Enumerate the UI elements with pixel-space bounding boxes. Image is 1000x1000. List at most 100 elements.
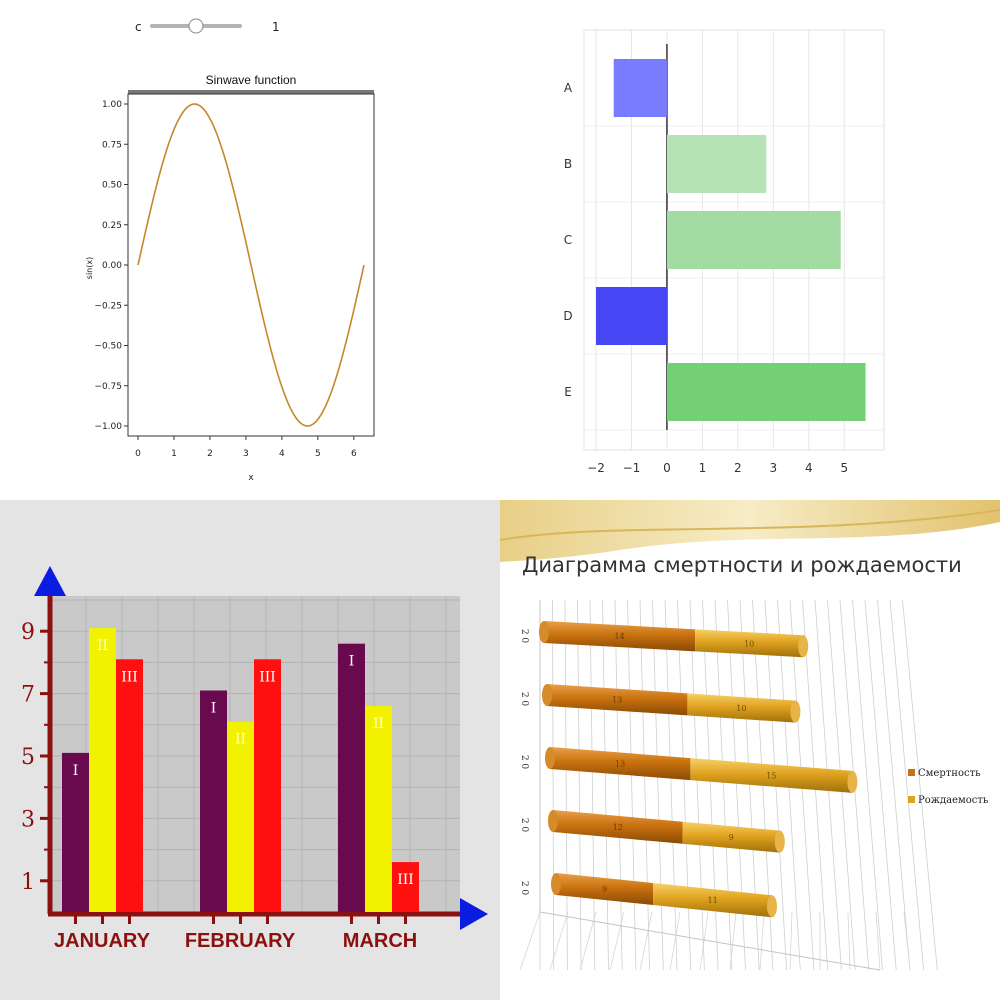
grid-line (702, 599, 719, 971)
tube-deaths (547, 684, 688, 716)
tube-cap (545, 747, 555, 769)
title-strip (128, 90, 374, 94)
floor-line (609, 911, 625, 971)
tube-cap (774, 830, 785, 853)
y-tick-label: 1 (21, 870, 35, 895)
grid-line (602, 599, 609, 971)
category-label: 2 0 (519, 629, 529, 644)
y-tick-label: −0.50 (94, 342, 122, 352)
sine-chart: c 1 Sinwave function 1.00 0.75 0.50 0.25 0.0… (85, 18, 375, 483)
hbar-chart: A B C D E −2 −1 0 1 2 3 4 5 (563, 29, 885, 475)
header-banner (500, 500, 1000, 562)
y-tick-label: 0.25 (102, 221, 122, 231)
value-label: 14 (615, 632, 625, 641)
grid-line (652, 599, 664, 971)
tube-deaths (550, 747, 691, 781)
bar-label: II (373, 716, 384, 732)
value-label: 13 (615, 760, 625, 769)
tube-deaths (556, 873, 654, 906)
x-tick-label: 2 (734, 461, 742, 475)
x-tick-label: −2 (587, 461, 605, 475)
bar-january-II (89, 628, 116, 912)
bar-B (666, 135, 767, 193)
y-tick-label: −1.00 (94, 422, 122, 432)
category-label: D (563, 309, 572, 323)
y-axis: A B C D E (563, 81, 573, 399)
category-label: C (564, 233, 572, 247)
x-tick-label: 5 (840, 461, 848, 475)
bar-label: III (397, 872, 414, 888)
grid-line (552, 599, 555, 971)
category-label: 2 0 (519, 881, 529, 896)
x-tick-label: 0 (135, 449, 141, 459)
category-label: 2 0 (519, 692, 529, 707)
grid-line (864, 599, 897, 971)
slider-knob[interactable] (188, 18, 204, 34)
tube-births (682, 821, 780, 853)
bar-E (666, 363, 866, 421)
grid-line (664, 599, 678, 971)
bars (596, 59, 866, 421)
grid-line (902, 599, 938, 971)
x-tick-label: 3 (243, 449, 249, 459)
legend-label-deaths: Смертность (918, 768, 981, 779)
tube-births (695, 629, 804, 658)
y-axis-label: sin(x) (85, 257, 94, 279)
x-tick-label: 2 (207, 449, 213, 459)
banner-swoosh (500, 509, 1000, 541)
y-tick-label: 5 (21, 745, 35, 770)
grid-line (889, 599, 924, 971)
y-tick-label: 0.75 (102, 140, 122, 150)
bar-march-II (365, 706, 392, 912)
x-axis: −2 −1 0 1 2 3 4 5 (587, 461, 848, 475)
category-label: E (564, 385, 572, 399)
value-label: 10 (736, 704, 746, 713)
floor-edge (539, 911, 881, 971)
y-tick-label: 0.50 (102, 181, 122, 191)
legend-swatch-births (908, 796, 915, 803)
tube-cap (542, 684, 552, 706)
bar-march-III (392, 862, 419, 912)
legend-label-births: Рождаемость (918, 795, 989, 806)
grid-line (714, 599, 733, 971)
x-tick-label: 4 (805, 461, 813, 475)
y-tick-label: 0.00 (102, 261, 122, 271)
chart-title: Sinwave function (206, 73, 297, 87)
legend-swatch-deaths (908, 769, 915, 776)
bar-january-I (62, 752, 89, 912)
grid-line (639, 599, 650, 971)
tube-cap (798, 635, 809, 658)
tube-cap (767, 895, 777, 918)
value-label: 15 (766, 771, 776, 780)
grid (519, 599, 938, 971)
x-tick-label: 5 (315, 449, 321, 459)
y-tick-label: 1.00 (102, 100, 122, 110)
floor-line (903, 911, 911, 971)
y-tick-label: 7 (21, 683, 35, 708)
tube-cap (539, 621, 549, 643)
slider-value: 1 (272, 20, 280, 34)
bar-label: II (235, 732, 246, 748)
bar-label: III (259, 669, 276, 685)
tube-births (690, 758, 853, 793)
tube-deaths (553, 810, 683, 844)
hbar-chart-panel: A B C D E −2 −1 0 1 2 3 4 5 (500, 0, 1000, 500)
x-axis-label: x (248, 473, 254, 483)
floor-line (875, 911, 881, 971)
y-axis-arrow-icon (34, 566, 66, 596)
category-label: A (564, 81, 573, 95)
bar-D (596, 287, 667, 345)
y-tick-label: −0.25 (94, 301, 122, 311)
bar-label: I (73, 763, 79, 779)
bar-january-III (116, 659, 143, 912)
value-label: 10 (744, 639, 754, 648)
grid-line (852, 599, 883, 971)
sine-chart-panel: c 1 Sinwave function 1.00 0.75 0.50 0.25 0.0… (0, 0, 500, 500)
bar-label: I (349, 654, 355, 670)
floor-line (639, 911, 653, 971)
y-axis: 9 7 5 3 1 (21, 620, 50, 895)
x-tick-label: 3 (770, 461, 778, 475)
